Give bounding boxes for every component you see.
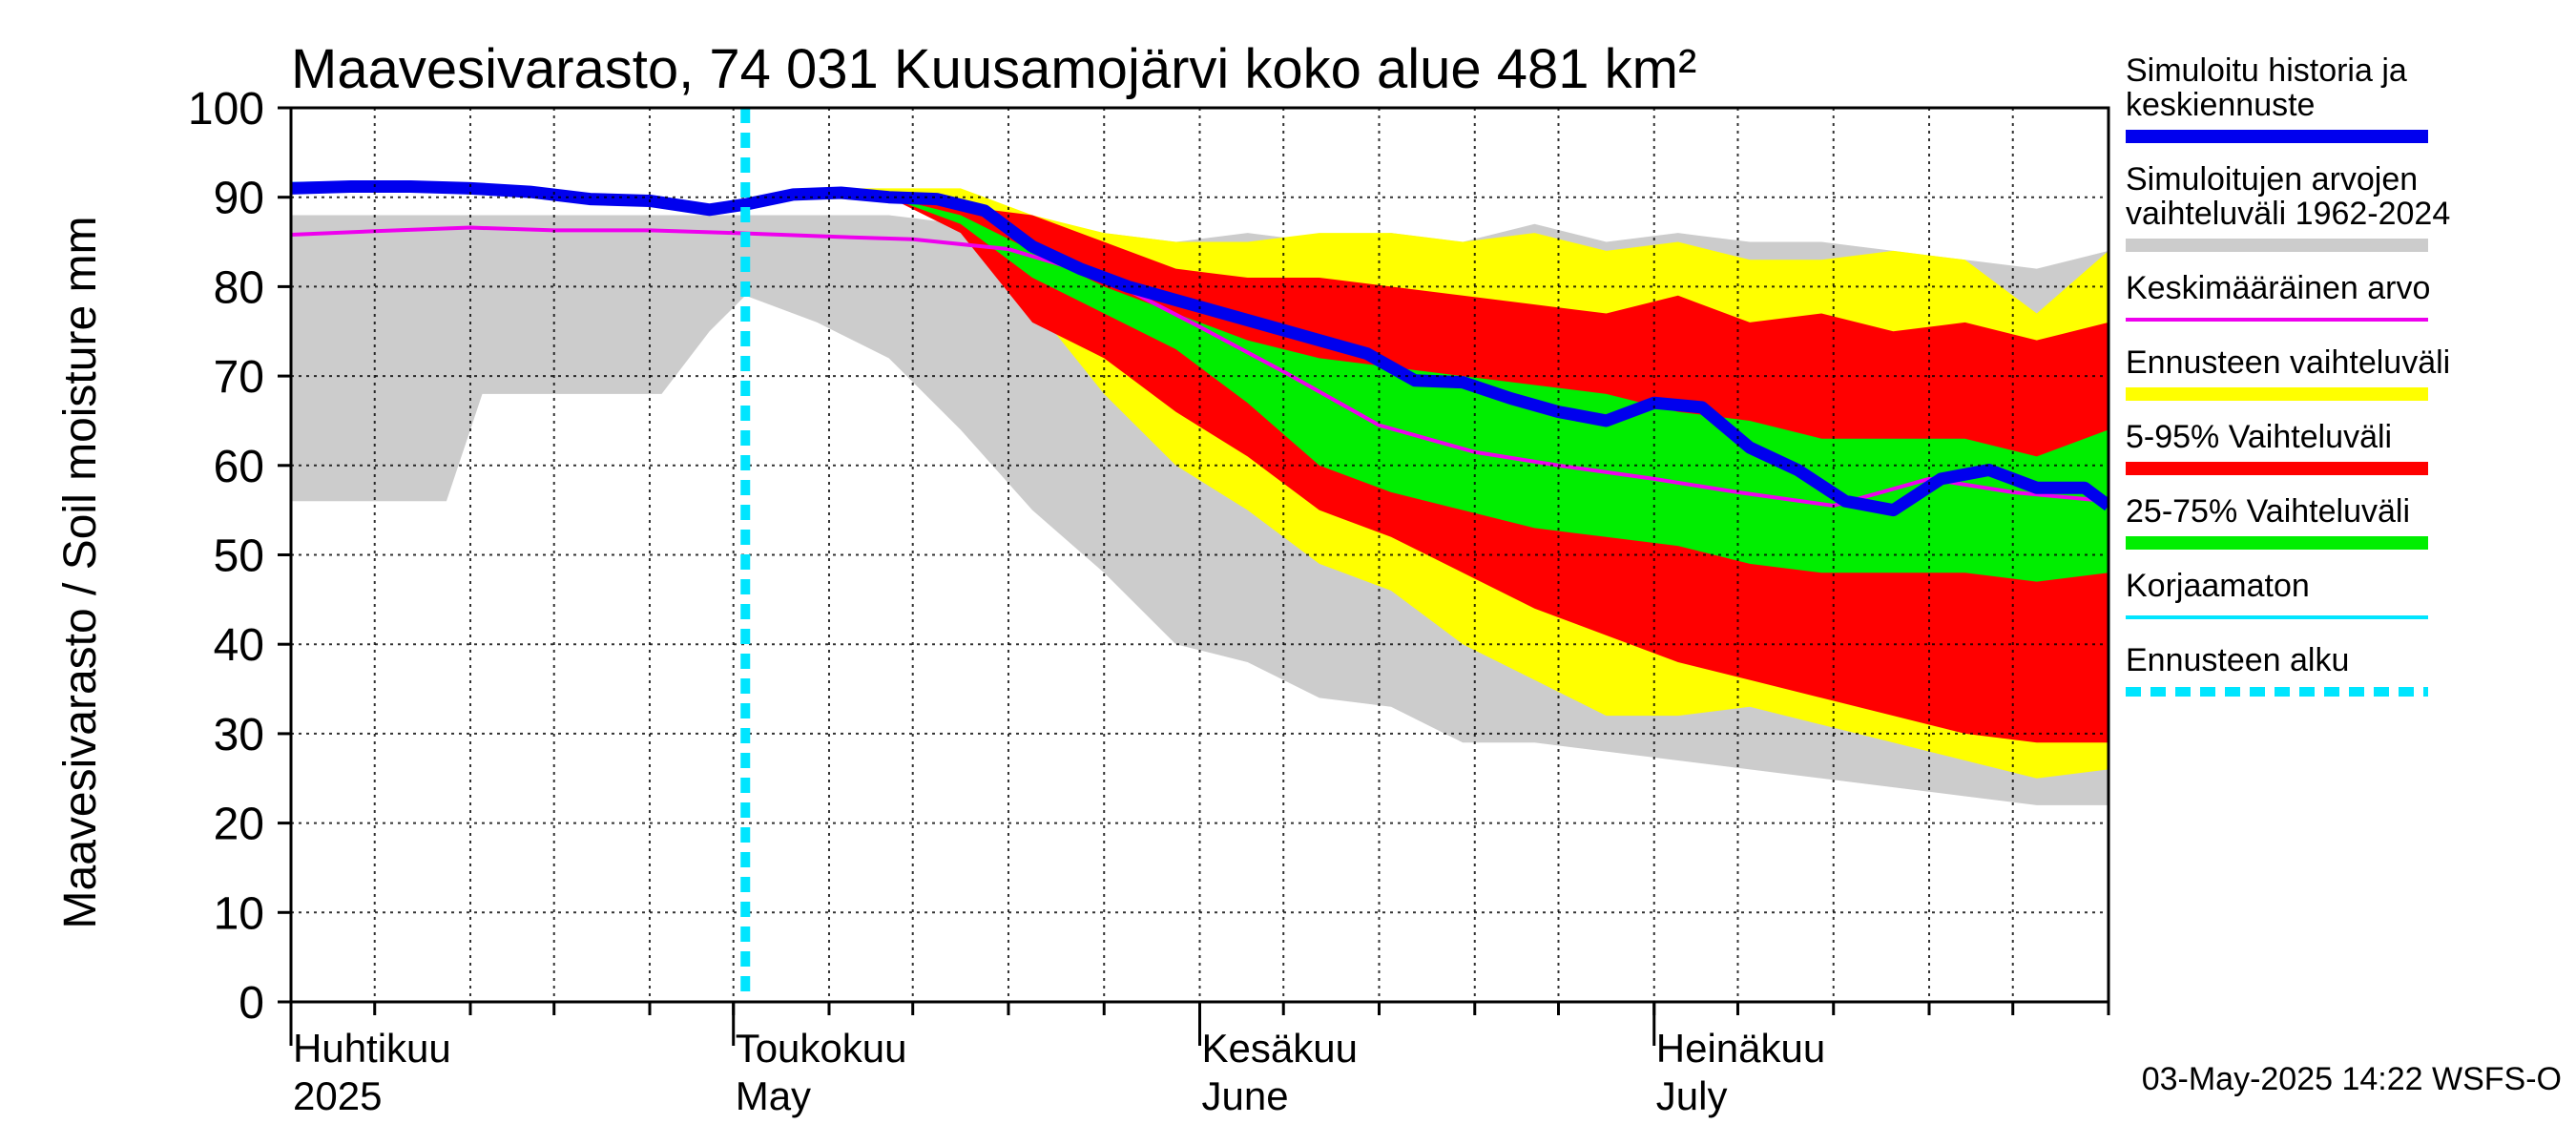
y-tick-label-0: 0 bbox=[239, 978, 264, 1029]
month-label-en-3: July bbox=[1656, 1073, 1728, 1118]
y-tick-label-20: 20 bbox=[214, 800, 264, 850]
y-tick-label-30: 30 bbox=[214, 710, 264, 760]
gridlines bbox=[291, 108, 2109, 1002]
legend-label-1: vaihteluväli 1962-2024 bbox=[2126, 196, 2450, 232]
legend-label-5: 25-75% Vaihteluväli bbox=[2126, 493, 2410, 530]
y-tick-label-50: 50 bbox=[214, 531, 264, 582]
legend-label-0: keskiennuste bbox=[2126, 87, 2315, 123]
y-tick-label-90: 90 bbox=[214, 174, 264, 224]
y-tick-label-40: 40 bbox=[214, 620, 264, 671]
y-tick-label-60: 60 bbox=[214, 442, 264, 492]
y-tick-label-100: 100 bbox=[188, 84, 264, 135]
legend-label-7: Ennusteen alku bbox=[2126, 642, 2349, 678]
legend-label-2: Keskimääräinen arvo bbox=[2126, 270, 2430, 306]
y-tick-label-10: 10 bbox=[214, 888, 264, 939]
line-keskim-r-inen-arvo bbox=[291, 225, 2109, 508]
month-label-en-1: May bbox=[736, 1073, 811, 1118]
legend-label-3: Ennusteen vaihteluväli bbox=[2126, 344, 2450, 381]
month-label-fi-3: Heinäkuu bbox=[1656, 1026, 1825, 1071]
plot-area bbox=[291, 108, 2109, 1002]
y-axis-label: Maavesivarasto / Soil moisture mm bbox=[55, 217, 106, 929]
month-label-en-2: June bbox=[1202, 1073, 1289, 1118]
band-25-75-vaihteluv-li bbox=[745, 197, 2109, 582]
y-tick-label-70: 70 bbox=[214, 352, 264, 403]
footer-timestamp: 03-May-2025 14:22 WSFS-O bbox=[2142, 1061, 2562, 1097]
month-label-fi-0: Huhtikuu bbox=[293, 1026, 451, 1071]
legend-label-4: 5-95% Vaihteluväli bbox=[2126, 419, 2392, 455]
legend-label-6: Korjaamaton bbox=[2126, 568, 2310, 604]
legend-label-1: Simuloitujen arvojen bbox=[2126, 161, 2418, 198]
month-label-fi-2: Kesäkuu bbox=[1202, 1026, 1358, 1071]
month-label-en-0: 2025 bbox=[293, 1073, 382, 1118]
y-tick-label-80: 80 bbox=[214, 262, 264, 313]
line-simuloitu-historia-ja-keskiennuste bbox=[291, 179, 2109, 517]
legend-label-0: Simuloitu historia ja bbox=[2126, 52, 2407, 89]
month-label-fi-1: Toukokuu bbox=[736, 1026, 907, 1071]
chart-title: Maavesivarasto, 74 031 Kuusamojärvi koko… bbox=[291, 38, 1696, 100]
